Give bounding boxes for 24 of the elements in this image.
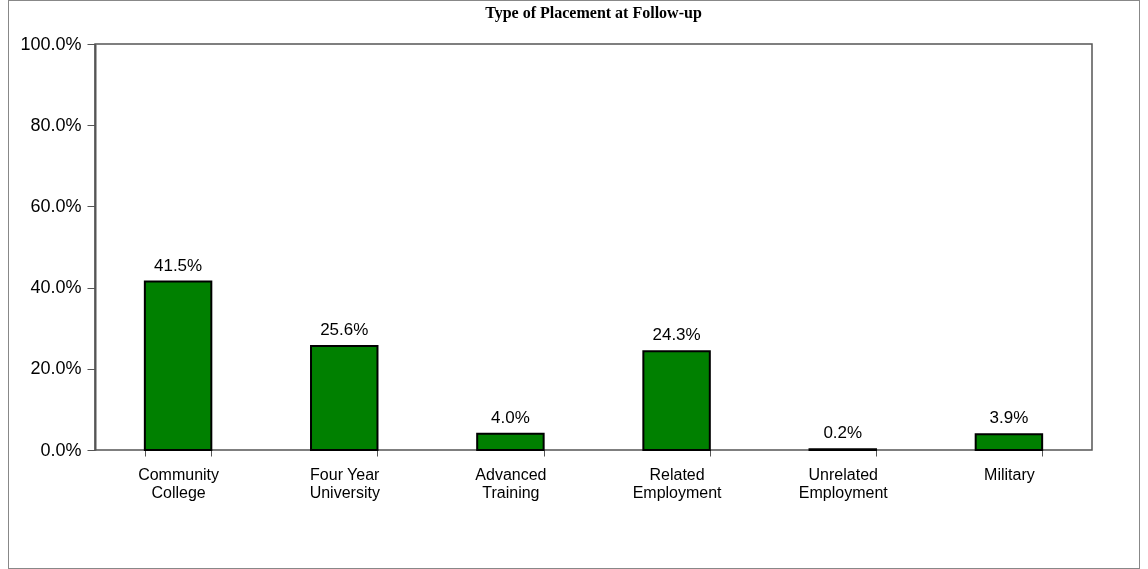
- y-tick-label: 100.0%: [20, 33, 82, 54]
- bar: [310, 345, 379, 451]
- bar: [476, 432, 545, 451]
- x-tick-label: Four Year University: [309, 465, 381, 501]
- y-tick-label: 40.0%: [30, 277, 82, 298]
- data-label: 0.2%: [823, 423, 863, 443]
- data-label: 4.0%: [491, 407, 530, 427]
- x-tick-label: Military: [984, 465, 1035, 483]
- y-tick-label: 0.0%: [40, 439, 82, 460]
- bar: [974, 433, 1044, 451]
- bar: [642, 350, 711, 451]
- x-tick-label: Related Employment: [632, 465, 723, 501]
- data-label: 24.3%: [652, 325, 701, 345]
- x-tick-label: Community College: [138, 465, 220, 501]
- x-tick-label: Advanced Training: [475, 465, 547, 501]
- y-tick-label: 20.0%: [30, 358, 82, 379]
- data-label: 3.9%: [989, 408, 1029, 428]
- data-label: 25.6%: [320, 320, 369, 340]
- x-tick-label: Unrelated Employment: [798, 465, 889, 501]
- data-label: 41.5%: [153, 255, 203, 275]
- y-tick-label: 60.0%: [30, 195, 82, 216]
- chart-title: Type of Placement at Follow-up: [485, 4, 702, 22]
- bar: [143, 280, 213, 451]
- y-tick-label: 80.0%: [30, 114, 82, 135]
